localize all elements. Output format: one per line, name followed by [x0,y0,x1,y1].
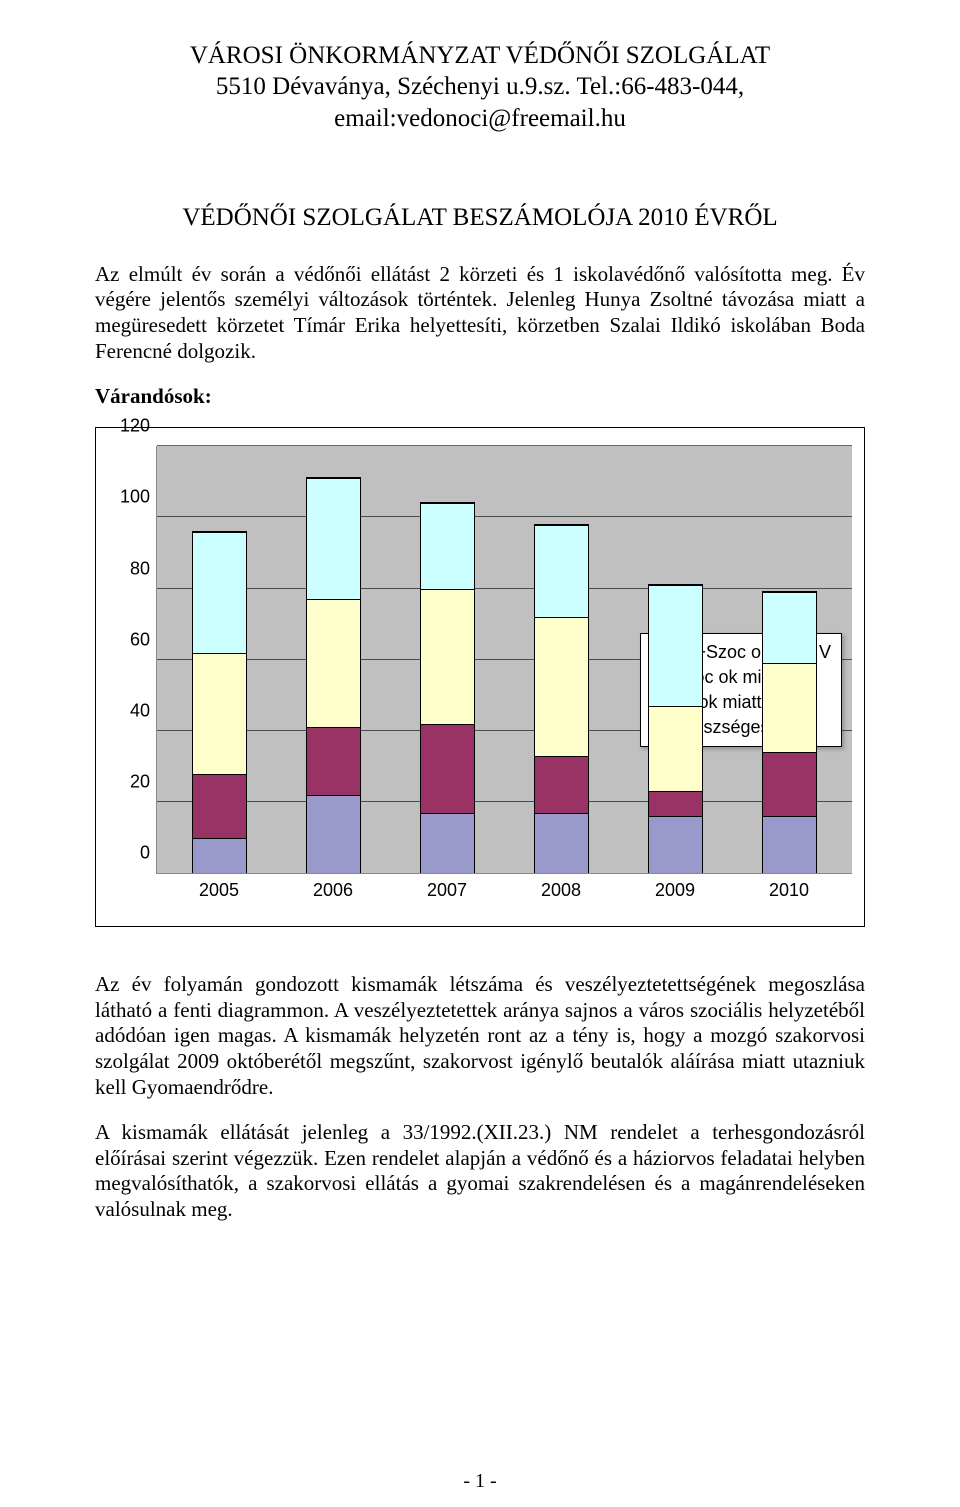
chart-bar [648,584,703,873]
chart-bar-segment [421,724,474,813]
chart-y-tick-label: 120 [120,416,150,437]
chart-bar-segment [307,795,360,873]
page-number: - 1 - [0,1470,960,1493]
chart-gridline [157,801,852,802]
chart-bar [534,524,589,874]
chart-y-axis: 204060801001200 [108,446,156,908]
chart-bar-segment [763,592,816,663]
chart-bar-segment [763,752,816,816]
chart-y-tick-label: 60 [130,629,150,650]
chart-bar-segment [193,653,246,774]
chart-bar [192,531,247,874]
chart-bar-segment [307,599,360,727]
chart-gridline [157,516,852,517]
chart-bar-segment [535,525,588,618]
header-line-3: email:vedonoci@freemail.hu [95,103,865,134]
chart-y-tick-label: 0 [140,843,150,864]
chart-bar-segment [193,838,246,874]
chart-container: 204060801001200 200520062007200820092010… [95,427,865,927]
chart-gridline [157,588,852,589]
body-paragraph-3: A kismamák ellátását jelenleg a 33/1992.… [95,1120,865,1222]
chart-x-tick-label: 2005 [192,880,247,908]
chart-x-tick-label: 2006 [306,880,361,908]
document-header: VÁROSI ÖNKORMÁNYZAT VÉDŐNŐI SZOLGÁLAT 55… [95,40,865,134]
header-line-2: 5510 Dévaványa, Széchenyi u.9.sz. Tel.:6… [95,71,865,102]
chart-x-tick-label: 2008 [534,880,589,908]
report-title: VÉDŐNŐI SZOLGÁLAT BESZÁMOLÓJA 2010 ÉVRŐL [95,204,865,232]
chart-gridline [157,445,852,446]
chart-bar-segment [535,617,588,756]
chart-bar-segment [649,791,702,816]
intro-paragraph: Az elmúlt év során a védőnői ellátást 2 … [95,262,865,364]
chart-bar-segment [649,706,702,791]
chart-bar-segment [763,663,816,752]
body-paragraph-2: Az év folyamán gondozott kismamák létszá… [95,972,865,1100]
chart-x-axis: 2005 2006 2007 2008 2009 2010 [156,874,852,908]
chart-bar [420,502,475,873]
chart-bar-segment [307,727,360,795]
chart-x-tick-label: 2007 [420,880,475,908]
chart-bar-segment [307,478,360,599]
chart-x-tick-label: 2010 [762,880,817,908]
chart-bar-segment [193,774,246,838]
section-label-varandosok: Várandósok: [95,384,865,409]
chart-bar-segment [649,816,702,873]
chart-bar-segment [421,813,474,873]
chart-bar-segment [535,813,588,873]
chart-bar-segment [421,503,474,588]
chart-y-tick-label: 80 [130,558,150,579]
chart-y-tick-label: 40 [130,700,150,721]
chart-bar-segment [535,756,588,813]
document-page: VÁROSI ÖNKORMÁNYZAT VÉDŐNŐI SZOLGÁLAT 55… [0,0,960,1507]
chart-bar [306,477,361,873]
chart-bar-segment [421,589,474,724]
chart-y-tick-label: 100 [120,487,150,508]
chart-bar-segment [649,585,702,706]
chart-x-tick-label: 2009 [648,880,703,908]
chart-bar [762,591,817,873]
chart-bar-segment [763,816,816,873]
header-line-1: VÁROSI ÖNKORMÁNYZAT VÉDŐNŐI SZOLGÁLAT [95,40,865,71]
chart-y-tick-label: 20 [130,772,150,793]
chart-bar-segment [193,532,246,653]
